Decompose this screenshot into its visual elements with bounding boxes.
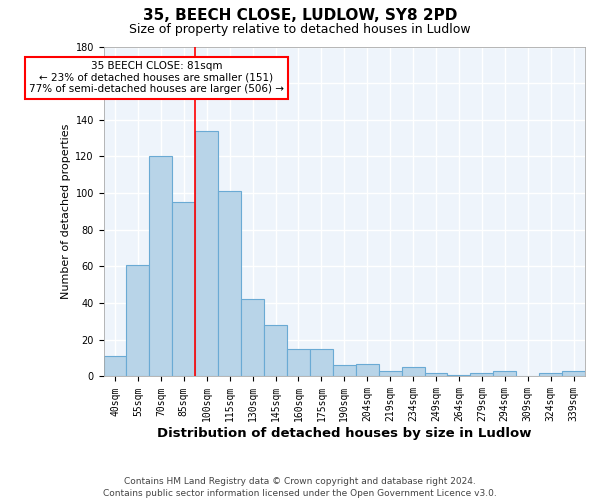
Bar bbox=[195, 131, 218, 376]
Bar bbox=[104, 356, 127, 376]
Text: 35, BEECH CLOSE, LUDLOW, SY8 2PD: 35, BEECH CLOSE, LUDLOW, SY8 2PD bbox=[143, 8, 457, 22]
Y-axis label: Number of detached properties: Number of detached properties bbox=[61, 124, 71, 299]
Bar bbox=[401, 368, 425, 376]
Bar bbox=[562, 371, 585, 376]
Bar bbox=[333, 366, 356, 376]
Bar bbox=[493, 371, 516, 376]
Bar bbox=[264, 325, 287, 376]
Bar bbox=[310, 349, 333, 376]
Bar bbox=[539, 373, 562, 376]
Bar bbox=[356, 364, 379, 376]
X-axis label: Distribution of detached houses by size in Ludlow: Distribution of detached houses by size … bbox=[157, 427, 532, 440]
Text: Contains HM Land Registry data © Crown copyright and database right 2024.
Contai: Contains HM Land Registry data © Crown c… bbox=[103, 476, 497, 498]
Bar bbox=[127, 264, 149, 376]
Bar bbox=[287, 349, 310, 376]
Bar bbox=[470, 373, 493, 376]
Bar bbox=[425, 373, 448, 376]
Bar bbox=[379, 371, 401, 376]
Bar bbox=[172, 202, 195, 376]
Bar bbox=[241, 300, 264, 376]
Bar bbox=[218, 192, 241, 376]
Bar bbox=[149, 156, 172, 376]
Text: 35 BEECH CLOSE: 81sqm
← 23% of detached houses are smaller (151)
77% of semi-det: 35 BEECH CLOSE: 81sqm ← 23% of detached … bbox=[29, 61, 284, 94]
Bar bbox=[448, 374, 470, 376]
Text: Size of property relative to detached houses in Ludlow: Size of property relative to detached ho… bbox=[129, 22, 471, 36]
